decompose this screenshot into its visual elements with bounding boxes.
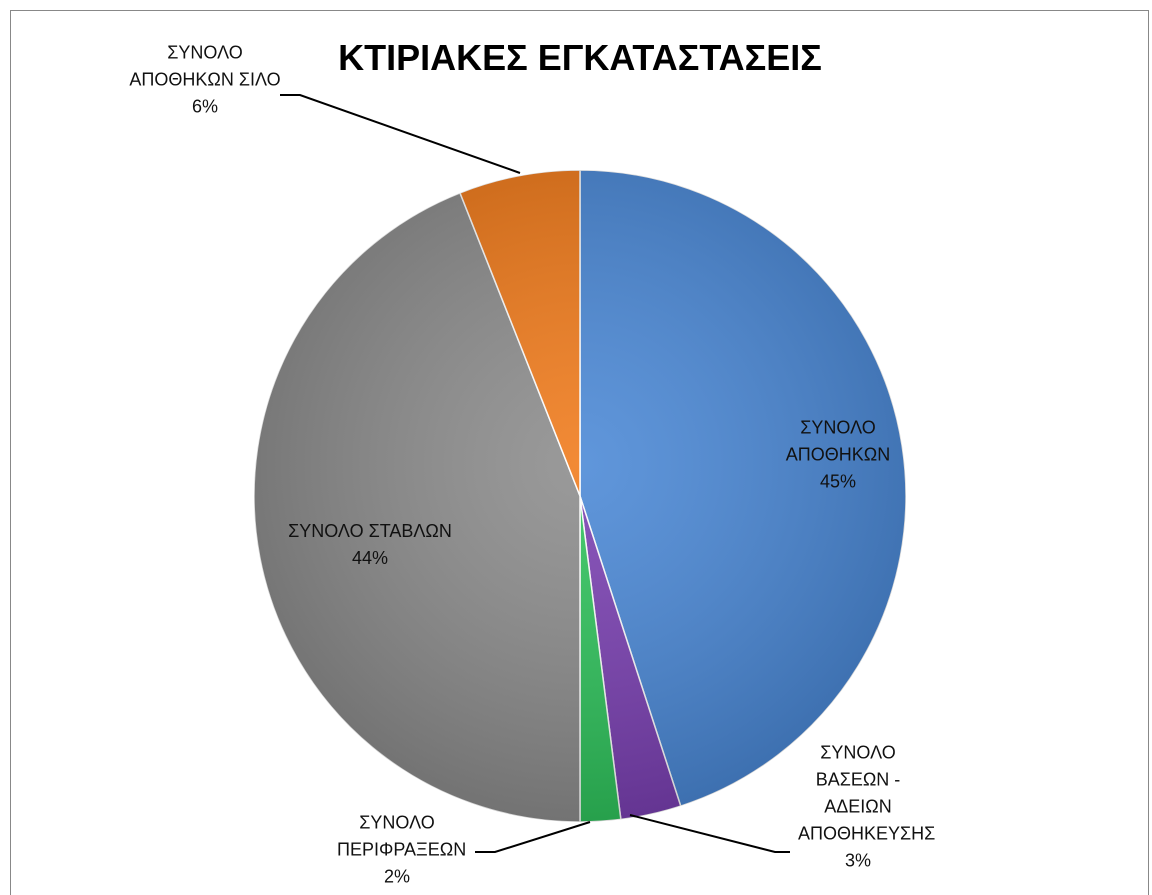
value-label: 3%	[844, 850, 871, 871]
chart-title: ΚΤΙΡΙΑΚΕΣ ΕΓΚΑΤΑΣΤΑΣΕΙΣ	[338, 37, 822, 78]
slice-label: ΣΥΝΟΛΟ ΠΕΡΙΦΡΑΞΕΩΝ 2%	[337, 810, 467, 891]
slices	[253, 169, 907, 823]
category-label: ΣΥΝΟΛΟ ΑΠΟΘΗΚΩΝ ΣΙΛΟ	[129, 42, 281, 90]
category-label: ΣΥΝΟΛΟ ΒΑΣΕΩΝ - ΑΔΕΙΩΝ ΑΠΟΘΗΚΕΥΣΗΣ	[798, 742, 936, 844]
value-label: 2%	[383, 866, 410, 887]
value-label: 44%	[351, 548, 389, 568]
slice-label: ΣΥΝΟΛΟ ΒΑΣΕΩΝ - ΑΔΕΙΩΝ ΑΠΟΘΗΚΕΥΣΗΣ 3%	[798, 740, 936, 875]
leader-line	[280, 94, 521, 174]
category-label: ΣΥΝΟΛΟ ΣΤΑΒΛΩΝ	[288, 521, 452, 541]
slice-label: ΣΥΝΟΛΟ ΣΤΑΒΛΩΝ 44%	[250, 518, 490, 572]
leader-line	[629, 814, 790, 853]
category-label: ΣΥΝΟΛΟ ΠΕΡΙΦΡΑΞΕΩΝ	[337, 812, 467, 860]
slice-label: ΣΥΝΟΛΟ ΑΠΟΘΗΚΩΝ ΣΙΛΟ 6%	[123, 40, 288, 121]
value-label: 45%	[819, 471, 857, 492]
category-label: ΣΥΝΟΛΟ ΑΠΟΘΗΚΩΝ	[785, 417, 891, 465]
slice-label: ΣΥΝΟΛΟ ΑΠΟΘΗΚΩΝ 45%	[773, 415, 903, 496]
leader-line	[475, 821, 591, 853]
value-label: 6%	[191, 96, 218, 117]
